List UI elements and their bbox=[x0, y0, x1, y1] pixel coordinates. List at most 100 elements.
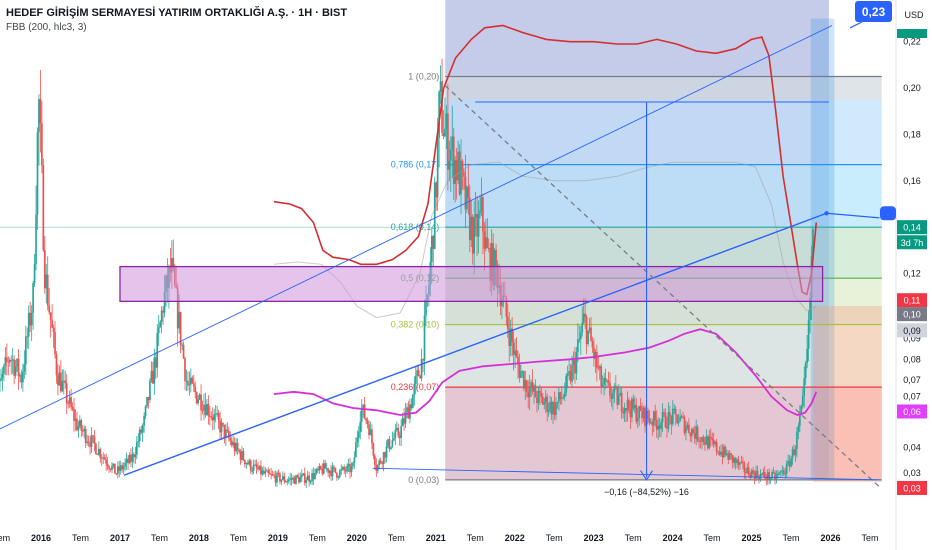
x-tick-label: 2021 bbox=[426, 533, 446, 543]
candle-body bbox=[325, 468, 328, 470]
candle-body bbox=[368, 424, 370, 436]
candle-body bbox=[385, 446, 388, 458]
candle-body bbox=[642, 407, 645, 419]
candle-body bbox=[251, 470, 254, 472]
candle-body bbox=[791, 449, 794, 459]
candle-body bbox=[135, 442, 138, 455]
candle-body bbox=[614, 385, 617, 388]
candle-body bbox=[492, 243, 495, 286]
candle-body bbox=[609, 382, 611, 396]
candle-body bbox=[524, 380, 527, 389]
candle-body bbox=[242, 451, 245, 460]
candle-body bbox=[114, 463, 116, 474]
candle-body bbox=[58, 372, 61, 386]
candle-body bbox=[217, 413, 220, 421]
fib-label: 0,382 (0,10) bbox=[391, 320, 440, 330]
candle-body bbox=[664, 412, 667, 428]
candle-body bbox=[765, 477, 768, 480]
candle-body bbox=[692, 429, 695, 434]
candle-body bbox=[70, 397, 72, 407]
y-tick-label: 0,07 bbox=[903, 391, 921, 401]
candle-body bbox=[635, 404, 638, 422]
candle-body bbox=[172, 258, 175, 268]
candle-body bbox=[276, 472, 278, 483]
candle-body bbox=[244, 459, 246, 465]
fib-zone bbox=[445, 164, 882, 228]
candle-body bbox=[230, 440, 233, 446]
candle-body bbox=[192, 383, 195, 387]
price-tag-label: 0,10 bbox=[903, 310, 921, 320]
candle-body bbox=[518, 364, 521, 378]
range-region bbox=[445, 0, 829, 480]
candle-body bbox=[268, 473, 271, 475]
candle-body bbox=[718, 452, 721, 455]
y-tick-label: 0,16 bbox=[903, 176, 921, 186]
candle-body bbox=[723, 446, 725, 458]
candle-body bbox=[124, 462, 126, 467]
bb-upper-line bbox=[273, 24, 818, 296]
candle-body bbox=[227, 430, 230, 439]
candle-body bbox=[448, 160, 451, 170]
candle-body bbox=[331, 466, 334, 477]
candle-body bbox=[208, 415, 211, 417]
candle-body bbox=[787, 461, 790, 464]
candle-body bbox=[277, 472, 280, 474]
price-callout-label: 0,23 bbox=[862, 5, 886, 19]
x-tick-label: 2022 bbox=[505, 533, 525, 543]
candle-body bbox=[715, 441, 718, 452]
candle-body bbox=[150, 370, 153, 381]
candle-body bbox=[39, 99, 42, 124]
price-tag-bg bbox=[897, 323, 927, 338]
candle-body bbox=[593, 347, 595, 359]
candle-body bbox=[295, 475, 297, 484]
candle-body bbox=[512, 342, 515, 356]
candle-body bbox=[388, 439, 391, 450]
candle-body bbox=[362, 404, 365, 409]
candle-body bbox=[299, 477, 302, 483]
candle-body bbox=[740, 461, 743, 463]
price-callout-bg bbox=[855, 1, 892, 22]
x-tick-label: Tem bbox=[72, 533, 89, 543]
candle-body bbox=[420, 359, 423, 379]
x-tick-label: 2025 bbox=[742, 533, 762, 543]
candle-body bbox=[198, 394, 201, 400]
candle-body bbox=[222, 422, 224, 425]
candle-body bbox=[679, 416, 681, 422]
candle-body bbox=[460, 160, 462, 195]
candle-body bbox=[147, 396, 150, 401]
candle-body bbox=[366, 420, 369, 425]
candle-body bbox=[476, 214, 478, 237]
y-tick-label: 0,18 bbox=[903, 129, 921, 139]
candle-body bbox=[552, 402, 554, 415]
candle-body bbox=[46, 274, 49, 306]
candle-body bbox=[106, 463, 109, 467]
candle-body bbox=[191, 377, 194, 384]
candle-body bbox=[403, 418, 405, 424]
candle-body bbox=[89, 442, 91, 447]
candle-body bbox=[156, 333, 159, 368]
candle-body bbox=[441, 81, 443, 133]
candle-body bbox=[671, 408, 674, 425]
candle-body bbox=[369, 429, 372, 436]
candle-body bbox=[378, 460, 381, 466]
candle-body bbox=[598, 366, 601, 369]
candle-body bbox=[661, 412, 664, 423]
candle-body bbox=[690, 429, 693, 437]
price-tag-label: 0,03 bbox=[903, 483, 921, 493]
candle-body bbox=[43, 250, 46, 289]
candle-body bbox=[422, 359, 424, 361]
candle-body bbox=[704, 442, 706, 445]
candle-body bbox=[737, 459, 740, 465]
candle-body bbox=[709, 436, 712, 439]
candle-body bbox=[658, 425, 661, 429]
candle-body bbox=[578, 339, 581, 341]
candle-body bbox=[531, 381, 534, 392]
candle-body bbox=[241, 451, 243, 460]
candle-body bbox=[134, 454, 137, 458]
candle-body bbox=[73, 408, 75, 421]
measure-label-bg bbox=[604, 483, 689, 499]
candle-body bbox=[375, 464, 378, 471]
indicator-legend[interactable]: FBB (200, hlc3, 3) bbox=[6, 22, 87, 33]
time-axis-bg bbox=[0, 520, 896, 550]
